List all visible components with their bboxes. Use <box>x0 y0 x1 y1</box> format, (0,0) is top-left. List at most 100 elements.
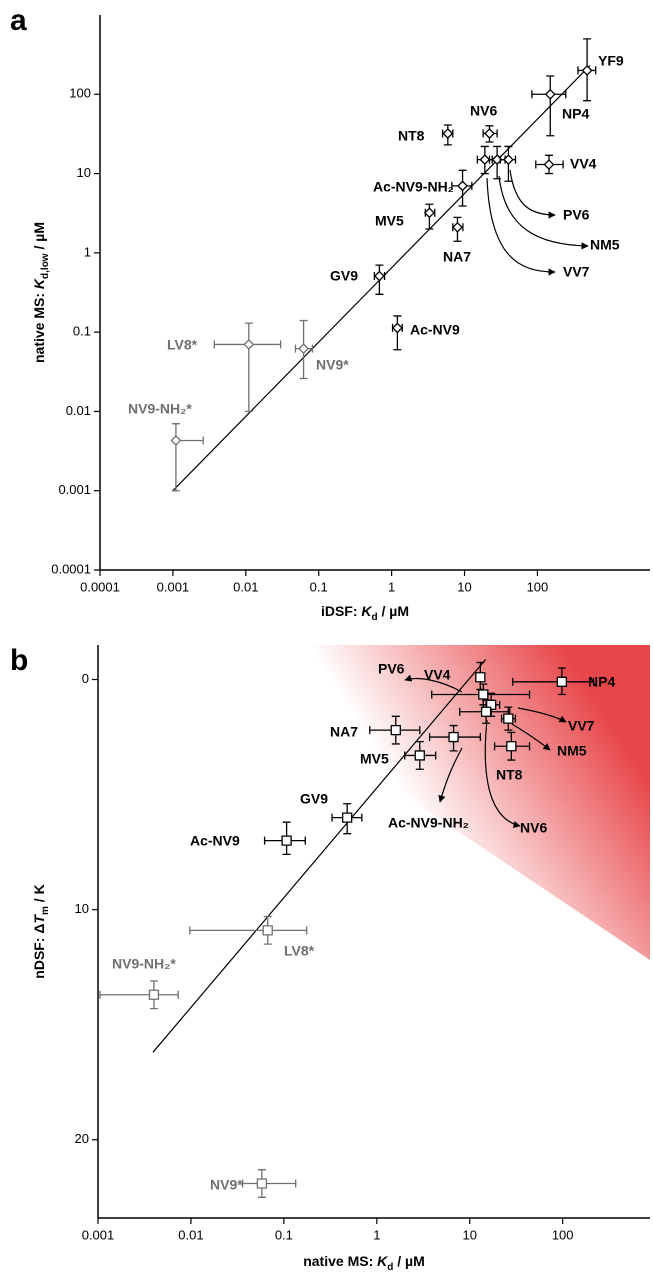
x-tick-label: 0.0001 <box>80 579 120 594</box>
point-label: NV6 <box>520 820 547 836</box>
data-point <box>262 925 273 936</box>
data-point <box>479 154 491 166</box>
point-label: VV4 <box>570 156 597 172</box>
data-point <box>298 343 309 355</box>
panel-label: a <box>10 4 27 37</box>
data-point <box>424 207 435 219</box>
point-label: MV5 <box>375 213 404 229</box>
data-point <box>442 128 454 139</box>
y-tick-label: 100 <box>69 86 91 101</box>
data-point <box>503 713 514 724</box>
data-point <box>342 812 353 823</box>
point-label: Ac-NV9-NH₂ <box>388 815 469 831</box>
data-point <box>448 731 459 743</box>
y-tick-label: 10 <box>77 165 91 180</box>
y-error-bar <box>244 322 253 413</box>
data-point <box>480 706 492 717</box>
point-label: NV9* <box>316 357 349 373</box>
point-label: VV7 <box>563 264 590 280</box>
axis-label-part: d <box>387 1262 393 1273</box>
axis-label-part: / µM <box>31 222 47 253</box>
axis-label-part: iDSF: <box>321 603 361 619</box>
x-error-bar <box>512 677 595 686</box>
point-label: NT8 <box>496 767 523 783</box>
point-label: NM5 <box>557 743 587 759</box>
point-label: NV9* <box>210 1177 243 1193</box>
point-label: NM5 <box>590 237 620 253</box>
y-error-bar <box>546 75 555 137</box>
point-label: NA7 <box>330 724 358 740</box>
point-label: VV4 <box>424 667 451 683</box>
y-tick-label: 1 <box>84 244 91 259</box>
x-tick-label: 0.1 <box>275 1227 293 1242</box>
data-point <box>484 128 495 139</box>
data-point <box>452 221 463 233</box>
x-tick-label: 1 <box>388 579 395 594</box>
x-tick-label: 0.001 <box>157 579 190 594</box>
x-tick-label: 10 <box>463 1227 477 1242</box>
annotation-arrows-a <box>486 169 589 276</box>
y-tick-label: 0.0001 <box>51 561 91 576</box>
data-point <box>391 322 403 334</box>
point-label: Ac-NV9 <box>410 322 460 338</box>
point-label: VV7 <box>568 718 595 734</box>
axis-label-part: native MS: <box>303 1253 377 1269</box>
data-point <box>556 676 568 687</box>
y-axis-label: native MS: Kd,low / µM <box>31 222 51 363</box>
y-tick-label: 10 <box>75 901 89 916</box>
data-point <box>502 154 514 166</box>
point-label: NV6 <box>470 103 497 119</box>
axis-label-part: K <box>361 603 372 619</box>
y-tick-label: 20 <box>75 1131 89 1146</box>
point-label: LV8* <box>167 337 198 353</box>
y-tick-label: 0.001 <box>58 482 91 497</box>
x-tick-label: 10 <box>457 579 471 594</box>
point-label: MV5 <box>360 751 389 767</box>
point-label: NT8 <box>398 128 425 144</box>
point-label: PV6 <box>378 661 405 677</box>
data-point <box>506 741 517 752</box>
x-axis-label: native MS: Kd / µM <box>303 1253 425 1273</box>
data-point <box>414 750 425 761</box>
axis-label-part: K <box>31 278 47 289</box>
x-tick-label: 100 <box>552 1227 574 1242</box>
data-point <box>390 724 401 736</box>
point-label: Ac-NV9 <box>190 833 240 849</box>
data-point <box>256 1178 268 1189</box>
x-tick-label: 0.001 <box>82 1227 115 1242</box>
point-label: YF9 <box>598 53 624 69</box>
data-point <box>243 339 255 350</box>
x-axis-label: iDSF: Kd / µM <box>321 603 409 623</box>
x-tick-label: 0.1 <box>310 579 328 594</box>
axis-label-part: m <box>40 906 51 915</box>
point-label: NV9-NH₂* <box>112 956 176 972</box>
point-label: NP4 <box>588 674 615 690</box>
point-label: LV8* <box>284 943 315 959</box>
fit-line <box>152 659 487 1053</box>
axis-label-part: T <box>31 914 47 924</box>
axis-label-part: / µM <box>378 603 409 619</box>
x-tick-label: 0.01 <box>178 1227 203 1242</box>
axis-label-part: / µM <box>393 1253 424 1269</box>
point-label: PV6 <box>563 207 590 223</box>
x-error-bar <box>189 926 308 935</box>
data-point <box>544 88 556 100</box>
axis-label-part: K <box>377 1253 388 1269</box>
y-tick-label: 0 <box>82 671 89 686</box>
point-label: GV9 <box>330 268 358 284</box>
data-point <box>373 270 385 282</box>
point-label: Ac-NV9-NH₂ <box>373 179 454 195</box>
data-point <box>457 180 468 192</box>
data-point <box>543 159 555 170</box>
x-tick-label: 1 <box>373 1227 380 1242</box>
axis-label-part: d <box>372 612 378 623</box>
favorable-region <box>180 645 650 960</box>
axis-label-part: native MS: <box>31 289 47 363</box>
x-error-bar <box>99 990 179 999</box>
x-error-bar <box>241 1179 297 1188</box>
x-tick-label: 100 <box>527 579 549 594</box>
axis-label-part: d,low <box>40 253 51 279</box>
point-label: NP4 <box>562 106 589 122</box>
y-tick-label: 0.1 <box>73 324 91 339</box>
